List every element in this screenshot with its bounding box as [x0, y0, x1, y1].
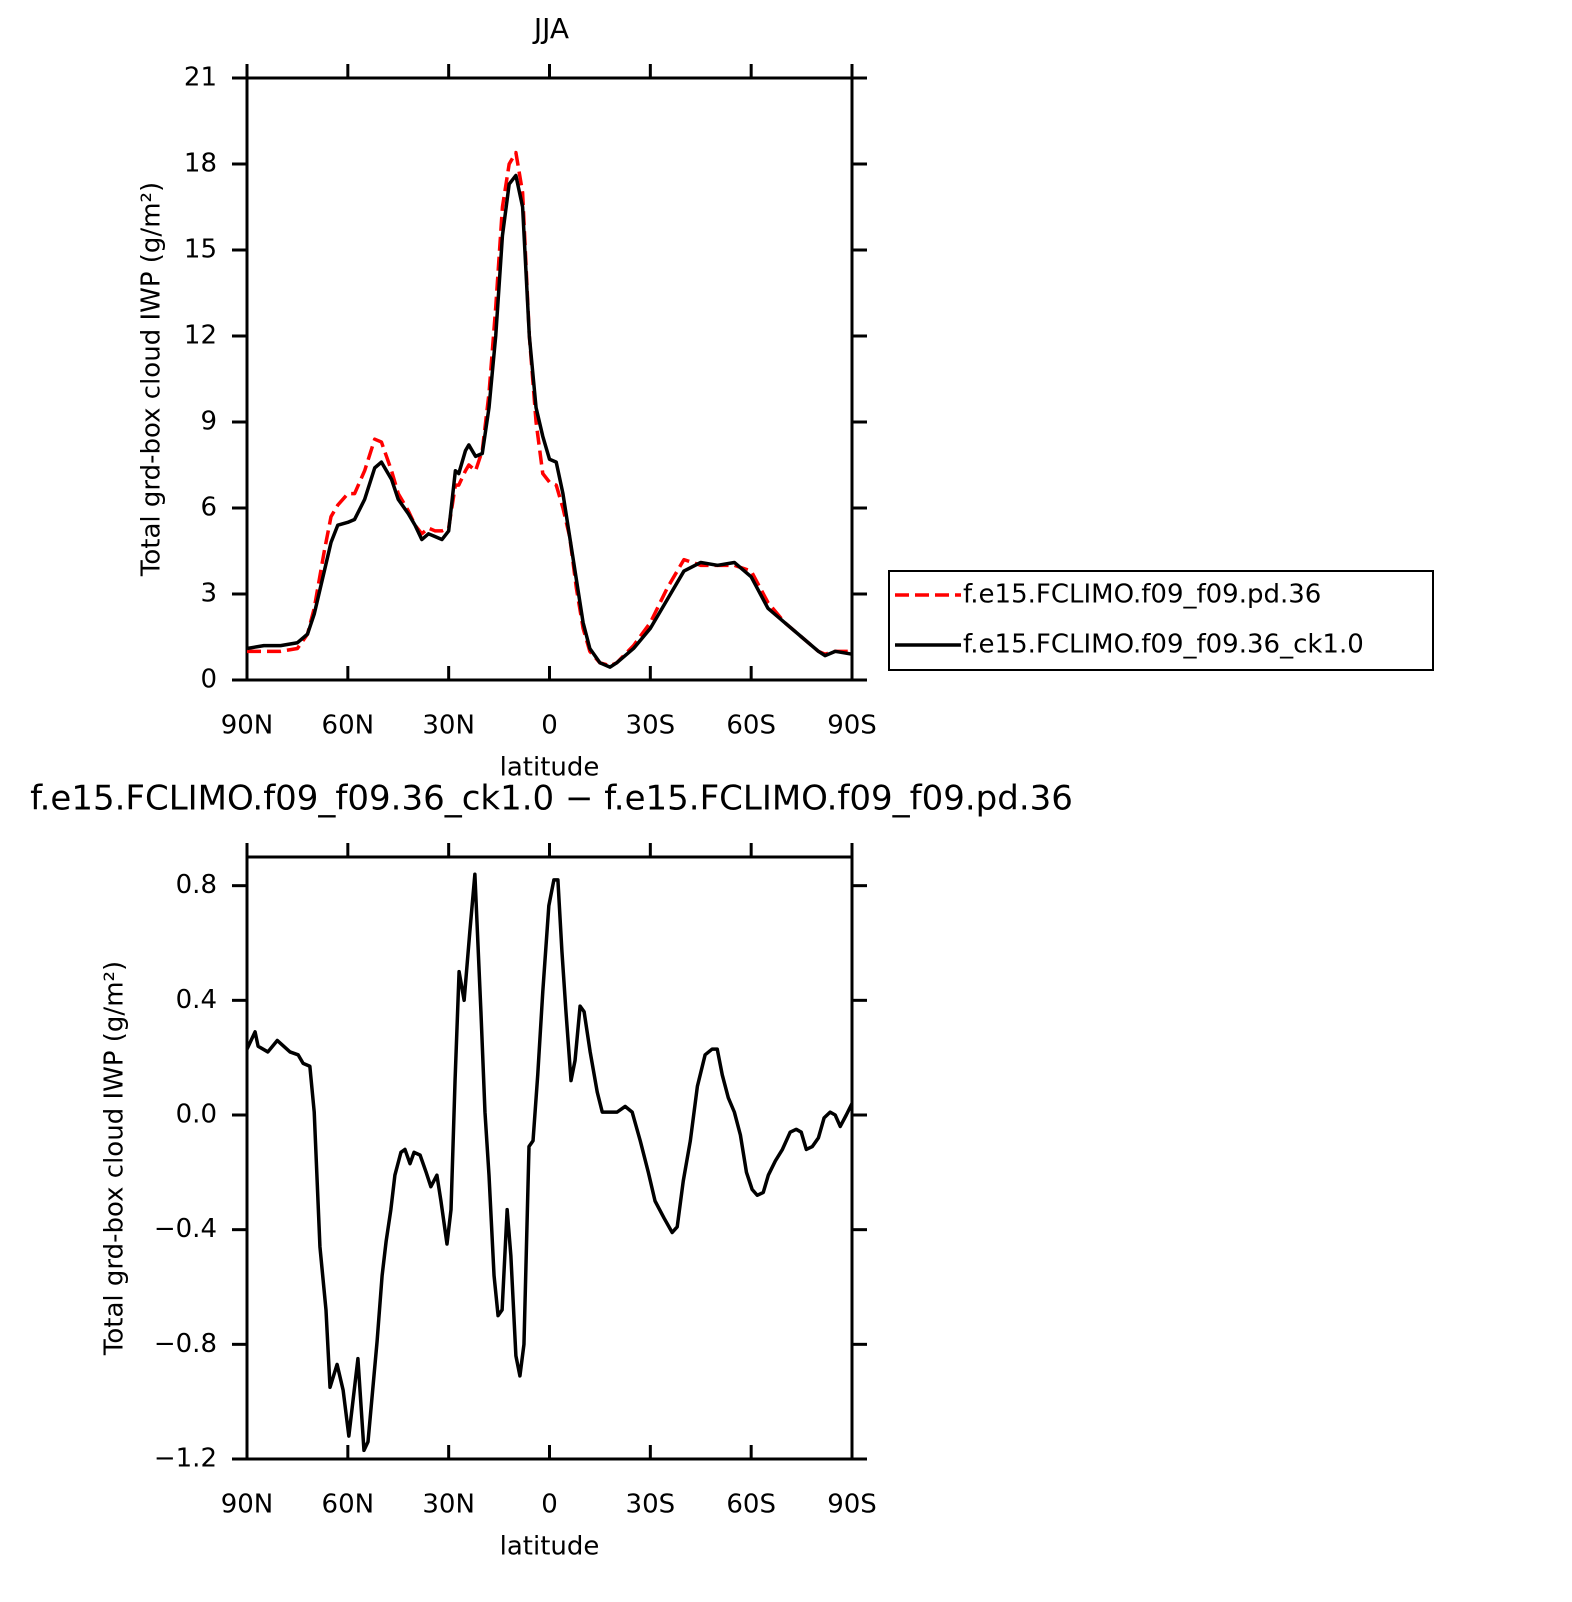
x-tick-label: 0 [541, 711, 558, 741]
x-tick-label: 90N [221, 1490, 274, 1520]
plot-frame [245, 76, 854, 682]
y-tick-label: 0.4 [176, 985, 217, 1015]
data-line [246, 173, 853, 669]
data-line [245, 872, 854, 1453]
y-tick-label: 3 [200, 579, 217, 609]
x-tick-label: 30N [422, 711, 475, 741]
y-tick-label: −0.4 [154, 1214, 217, 1244]
x-tick-label: 60N [322, 711, 375, 741]
x-tick-label: 30S [626, 1490, 676, 1520]
y-tick-label: 12 [184, 321, 217, 351]
x-tick-label: 30N [422, 1490, 475, 1520]
x-axis-label: latitude [500, 1532, 600, 1562]
x-tick-label: 60N [322, 1490, 375, 1520]
legend-label: f.e15.FCLIMO.f09_f09.pd.36 [963, 580, 1321, 610]
x-tick-label: 90S [827, 711, 877, 741]
x-tick-label: 0 [541, 1490, 558, 1520]
legend-label: f.e15.FCLIMO.f09_f09.36_ck1.0 [963, 630, 1364, 660]
data-line [247, 150, 852, 668]
y-tick-label: 21 [184, 63, 217, 93]
y-tick-label: −1.2 [154, 1444, 217, 1474]
y-tick-label: −0.8 [154, 1329, 217, 1359]
x-tick-label: 60S [726, 711, 776, 741]
legend-box [888, 570, 1434, 671]
y-axis-label: Total grd-box cloud IWP (g/m²) [137, 182, 167, 577]
x-axis-label: latitude [500, 753, 600, 783]
x-tick-label: 60S [726, 1490, 776, 1520]
x-tick-label: 90N [221, 711, 274, 741]
x-tick-label: 90S [827, 1490, 877, 1520]
x-tick-label: 30S [626, 711, 676, 741]
y-tick-label: 18 [184, 149, 217, 179]
y-axis-label: Total grd-box cloud IWP (g/m²) [100, 961, 130, 1356]
y-tick-label: 0.0 [176, 1100, 217, 1130]
y-tick-label: 15 [184, 235, 217, 265]
y-tick-label: 9 [200, 407, 217, 437]
chart-title: f.e15.FCLIMO.f09_f09.36_ck1.0 − f.e15.FC… [30, 779, 1073, 819]
y-tick-label: 6 [200, 493, 217, 523]
y-tick-label: 0 [200, 665, 217, 695]
chart-title: JJA [532, 12, 569, 45]
y-tick-label: 0.8 [176, 870, 217, 900]
